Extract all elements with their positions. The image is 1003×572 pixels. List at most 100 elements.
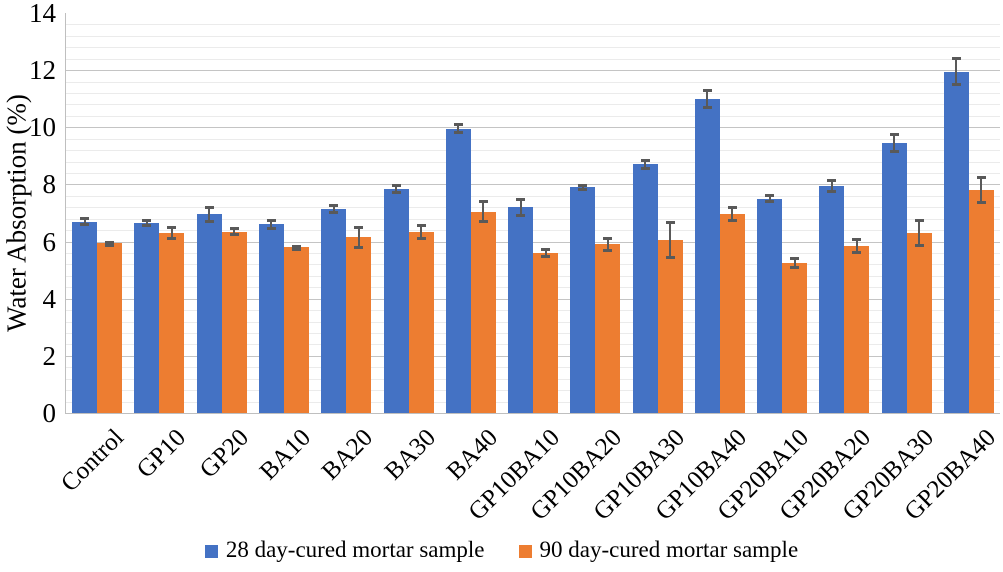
error-bar-90-day-BA20	[354, 225, 364, 249]
error-bar-90-day-GP10BA10	[541, 248, 550, 258]
bar-28-day-GP20BA40	[943, 71, 969, 413]
legend-item-28-day: 28 day-cured mortar sample	[204, 537, 485, 563]
bar-90-day-GP10BA30	[657, 240, 683, 413]
bar-28-day-GP10BA20	[570, 187, 596, 413]
error-bar-28-day-GP20BA20	[827, 178, 837, 193]
error-bar-28-day-GP20BA40	[951, 57, 961, 86]
error-bar-90-day-BA30	[416, 223, 426, 240]
bar-28-day-GP20	[196, 214, 222, 413]
x-category-label-BA20: BA20	[316, 424, 379, 486]
error-bar-90-day-GP20BA10	[790, 257, 800, 269]
error-bar-stem	[955, 60, 958, 83]
x-category-label-BA10: BA10	[254, 424, 316, 486]
plot-area	[65, 13, 1000, 414]
error-bar-28-day-GP10BA10	[516, 197, 525, 217]
error-bar-28-day-BA40	[453, 123, 463, 135]
gridline-minor	[66, 138, 1000, 140]
error-bar-stem	[830, 181, 833, 190]
error-bar-28-day-Control	[80, 217, 90, 226]
error-bar-90-day-BA10	[291, 245, 301, 251]
error-bar-90-day-Control	[105, 241, 115, 248]
error-bar-stem	[918, 221, 921, 245]
error-bar-stem	[145, 222, 148, 224]
y-tick-label: 14	[29, 0, 56, 28]
error-bar-28-day-BA10	[266, 218, 276, 231]
gridline-minor	[66, 93, 1000, 94]
legend-label-28-day: 28 day-cured mortar sample	[225, 537, 485, 562]
gridline-minor	[66, 35, 1000, 37]
error-bar-stem	[706, 91, 709, 106]
bar-90-day-BA10	[283, 247, 309, 413]
gridline-minor	[66, 150, 1000, 152]
bar-28-day-BA10	[258, 224, 284, 413]
error-bar-stem	[768, 197, 771, 200]
error-bar-90-day-GP10BA30	[665, 221, 675, 260]
error-bar-stem	[482, 203, 485, 220]
error-bar-90-day-GP10	[167, 225, 177, 241]
gridline-minor	[66, 207, 1000, 209]
x-category-label-Control: Control	[56, 424, 130, 498]
error-bar-28-day-BA30	[391, 183, 401, 194]
gridline-major	[66, 70, 1000, 72]
gridline-minor	[66, 81, 1000, 83]
bar-90-day-GP20BA40	[968, 190, 994, 413]
error-bar-stem	[208, 208, 211, 220]
bar-90-day-GP10	[159, 233, 185, 413]
bar-28-day-BA30	[383, 188, 409, 413]
gridline-minor	[66, 104, 1000, 106]
y-tick-label: 12	[29, 55, 56, 86]
bar-28-day-Control	[72, 221, 98, 413]
error-bar-stem	[669, 224, 671, 257]
gridline-major	[66, 241, 1000, 243]
error-bar-stem	[519, 200, 522, 214]
gridline-minor	[66, 218, 1000, 220]
gridline-minor	[66, 58, 1000, 60]
error-bar-stem	[357, 228, 360, 246]
bar-90-day-GP10BA40	[719, 214, 745, 413]
error-bar-90-day-GP20BA40	[976, 175, 986, 205]
bar-90-day-GP20	[221, 231, 247, 413]
y-tick-label: 8	[42, 169, 57, 200]
chart-legend: 28 day-cured mortar sample 90 day-cured …	[0, 537, 1003, 563]
gridline-major	[66, 184, 1000, 186]
error-bar-90-day-GP20BA30	[914, 218, 924, 248]
error-bar-stem	[457, 126, 460, 132]
x-category-label-GP10: GP10	[132, 424, 192, 484]
error-bar-28-day-GP10BA20	[578, 183, 588, 191]
error-bar-stem	[581, 186, 584, 188]
error-bar-stem	[731, 209, 734, 220]
legend-item-90-day: 90 day-cured mortar sample	[518, 537, 798, 563]
error-bar-stem	[395, 186, 397, 191]
error-bar-stem	[270, 221, 273, 228]
bar-90-day-BA20	[346, 237, 372, 413]
gridline-minor	[66, 161, 1000, 163]
y-tick-label: 2	[42, 340, 57, 371]
error-bar-stem	[420, 226, 422, 237]
bar-28-day-GP10	[134, 223, 160, 413]
bar-28-day-GP20BA30	[881, 143, 907, 413]
bar-28-day-GP10BA10	[508, 207, 533, 413]
y-tick-label: 4	[42, 283, 57, 314]
y-tick-label: 6	[42, 226, 57, 257]
error-bar-stem	[170, 228, 173, 238]
gridline-minor	[66, 47, 1000, 49]
y-tick-label: 10	[29, 112, 56, 143]
bar-90-day-BA30	[408, 231, 434, 413]
bar-90-day-GP20BA10	[782, 263, 808, 413]
bar-28-day-GP20BA10	[757, 198, 783, 413]
error-bar-stem	[855, 240, 858, 251]
error-bar-90-day-BA40	[478, 200, 488, 223]
gridline-major	[66, 127, 1000, 129]
error-bar-stem	[332, 206, 335, 211]
bar-28-day-GP20BA20	[819, 185, 845, 413]
gridline-minor	[66, 115, 1000, 117]
error-bar-90-day-GP20	[229, 227, 239, 236]
error-bar-28-day-GP20	[204, 205, 214, 223]
gridline-minor	[66, 24, 1000, 26]
gridline-minor	[66, 230, 1000, 232]
bar-90-day-GP20BA20	[844, 245, 870, 413]
error-bar-stem	[606, 240, 609, 249]
y-tick-label: 0	[42, 398, 57, 428]
error-bar-28-day-BA20	[329, 203, 339, 214]
